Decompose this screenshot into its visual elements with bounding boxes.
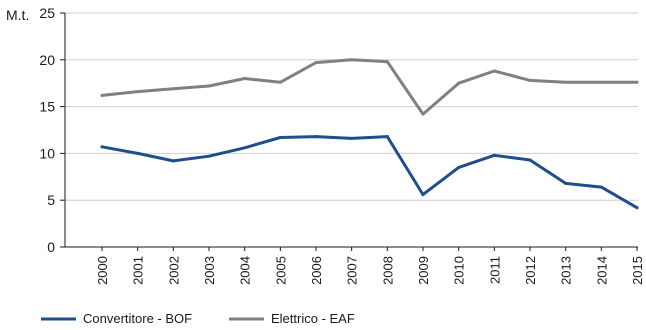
legend-label: Elettrico - EAF <box>271 311 355 326</box>
data-point <box>457 165 461 169</box>
data-point <box>492 153 496 157</box>
x-tick-label: 2010 <box>452 256 467 285</box>
series-line-eaf <box>100 58 639 116</box>
series-line-bof <box>100 135 639 210</box>
data-point <box>528 78 532 82</box>
x-tick-label: 2005 <box>273 256 288 285</box>
x-tick-label: 2002 <box>166 256 181 285</box>
data-point <box>635 80 639 84</box>
legend-label: Convertitore - BOF <box>83 311 192 326</box>
data-point <box>136 90 140 94</box>
y-tick-label: 15 <box>39 99 55 115</box>
x-tick-label: 2003 <box>202 256 217 285</box>
data-point <box>599 80 603 84</box>
data-point <box>564 181 568 185</box>
x-axis: 2000 2001 2002 2003 2004 2005 2006 2007 2008 2009… <box>65 246 645 285</box>
data-point <box>528 158 532 162</box>
data-point <box>171 87 175 91</box>
x-tick-label: 2004 <box>238 256 253 285</box>
data-point <box>136 151 140 155</box>
data-point <box>207 154 211 158</box>
x-tick-label: 2006 <box>309 256 324 285</box>
legend: Convertitore - BOF Elettrico - EAF <box>41 311 355 326</box>
x-tick-label: 2007 <box>345 256 360 285</box>
data-point <box>243 146 247 150</box>
y-tick-label: 10 <box>39 145 55 161</box>
x-tick-label: 2012 <box>523 256 538 285</box>
data-point <box>314 135 318 139</box>
data-point <box>278 135 282 139</box>
data-point <box>171 159 175 163</box>
data-point <box>421 193 425 197</box>
x-tick-label: 2009 <box>416 256 431 285</box>
x-tick-label: 2000 <box>95 256 110 285</box>
data-point <box>314 61 318 65</box>
data-point <box>243 77 247 81</box>
data-point <box>421 112 425 116</box>
y-tick-label: 0 <box>47 239 55 255</box>
x-tick-label: 2001 <box>131 256 146 285</box>
y-axis-ticks: 0 5 10 15 20 25 <box>39 5 66 255</box>
data-point <box>564 80 568 84</box>
data-point <box>350 136 354 140</box>
y-tick-label: 25 <box>39 5 55 21</box>
series-lines <box>100 58 639 210</box>
y-axis-label: M.t. <box>6 7 29 23</box>
y-tick-label: 5 <box>47 192 55 208</box>
data-point <box>492 69 496 73</box>
data-point <box>635 206 639 210</box>
data-point <box>385 135 389 139</box>
x-tick-label: 2008 <box>380 256 395 285</box>
x-tick-label: 2013 <box>559 256 574 285</box>
x-tick-label: 2011 <box>487 256 502 284</box>
y-tick-label: 20 <box>39 52 55 68</box>
data-point <box>100 145 104 149</box>
data-point <box>457 81 461 85</box>
data-point <box>100 93 104 97</box>
data-point <box>599 185 603 189</box>
x-tick-label: 2014 <box>594 256 609 285</box>
data-point <box>350 58 354 62</box>
data-point <box>385 60 389 64</box>
grid-lines <box>65 12 638 248</box>
data-point <box>207 84 211 88</box>
data-point <box>278 80 282 84</box>
x-tick-label: 2015 <box>630 256 645 285</box>
